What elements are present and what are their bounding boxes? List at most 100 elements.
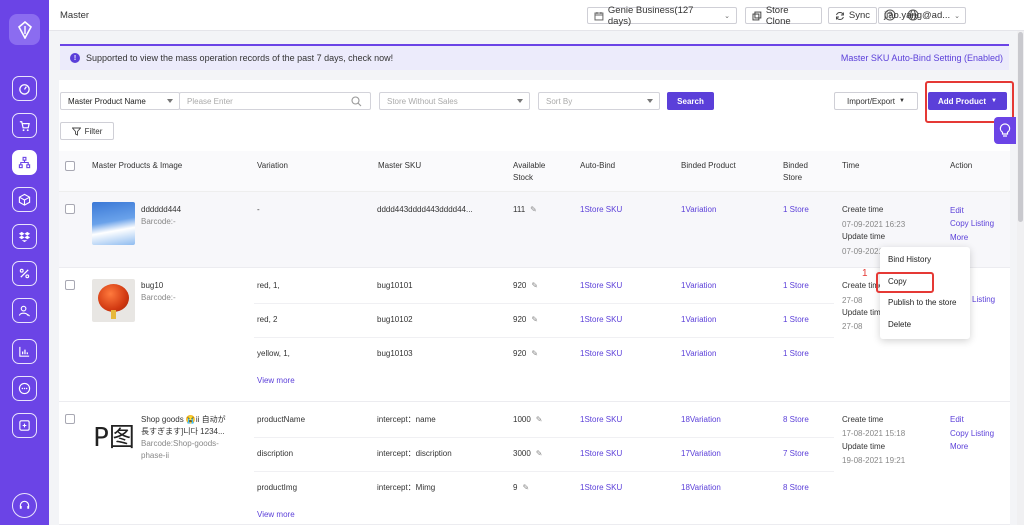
product-name-line2[interactable]: 長すぎます]니다 1234... [141, 427, 225, 436]
binded-store-link[interactable]: 7 Store [783, 449, 809, 458]
user-selector[interactable]: jiao.yang@ad... ⌄ [878, 7, 966, 24]
pencil-icon[interactable]: ✎ [530, 205, 537, 214]
autobind-link[interactable]: 1Store SKU [580, 415, 623, 424]
scrollbar-track[interactable] [1017, 31, 1024, 525]
update-time-value: 19-08-2021 19:21 [842, 456, 906, 465]
view-more-link[interactable]: View more [257, 510, 295, 519]
autobind-link[interactable]: 1Store SKU [580, 349, 623, 358]
users-icon[interactable] [12, 298, 37, 323]
row-checkbox[interactable] [65, 204, 75, 214]
more-link[interactable]: More [950, 442, 969, 451]
product-name[interactable]: dddddd444 [141, 205, 182, 214]
pencil-icon[interactable]: ✎ [535, 415, 543, 424]
chat-icon[interactable] [12, 376, 37, 401]
add-product-button[interactable]: Add Product ▼ [928, 92, 1007, 110]
bulb-icon[interactable] [994, 117, 1016, 144]
binded-product-link[interactable]: 1Variation [681, 281, 717, 290]
row-checkbox[interactable] [65, 280, 75, 290]
store-clone-button[interactable]: Store Clone [745, 5, 822, 27]
filter-label: Filter [84, 126, 103, 136]
binded-product-link[interactable]: 18Variation [681, 415, 721, 424]
logo-icon[interactable] [9, 14, 40, 45]
product-image[interactable]: P图 [93, 422, 135, 453]
menu-item-bind-history[interactable]: Bind History [888, 255, 932, 264]
select-all-checkbox[interactable] [65, 161, 75, 171]
import-export-label: Import/Export [847, 96, 896, 106]
dropbox-icon[interactable] [12, 224, 37, 249]
sku-text: intercept：name [377, 415, 436, 424]
copy-listing-link[interactable]: Copy Listing [950, 429, 995, 438]
search-input[interactable]: Please Enter [179, 92, 371, 110]
network-icon[interactable] [12, 150, 37, 175]
auto-bind-setting-link[interactable]: Master SKU Auto-Bind Setting (Enabled) [840, 53, 1003, 63]
percent-icon[interactable] [12, 261, 37, 286]
binded-store-link[interactable]: 8 Store [783, 483, 809, 492]
cart-icon[interactable] [12, 113, 37, 138]
caret-down-icon [647, 99, 653, 103]
product-name[interactable]: bug10 [141, 281, 164, 290]
globe-icon[interactable] [907, 9, 919, 21]
update-time-label: Update time [842, 442, 886, 451]
header-time: Time [842, 161, 860, 170]
view-more-link[interactable]: View more [257, 376, 295, 385]
pencil-icon[interactable]: ✎ [531, 315, 539, 324]
copy-listing-link[interactable]: Listing [972, 295, 996, 304]
search-field-select[interactable]: Master Product Name [60, 92, 180, 110]
binded-product-link[interactable]: 1Variation [681, 315, 717, 324]
product-image[interactable] [92, 202, 135, 245]
binded-store-link[interactable]: 1 Store [783, 315, 809, 324]
scrollbar-thumb[interactable] [1018, 32, 1023, 222]
header-product: Master Products & Image [92, 161, 183, 170]
pencil-icon[interactable]: ✎ [531, 281, 539, 290]
sync-button[interactable]: Sync [828, 7, 877, 24]
box-icon[interactable] [12, 187, 37, 212]
sort-label: Sort By [546, 96, 573, 106]
product-name-line1[interactable]: Shop goods 😭ii 自动が [141, 415, 226, 424]
menu-item-delete[interactable]: Delete [888, 320, 912, 329]
binded-product-link[interactable]: 18Variation [681, 483, 721, 492]
binded-store-link[interactable]: 8 Store [783, 415, 809, 424]
autobind-link[interactable]: 1Store SKU [580, 449, 623, 458]
page-title: Master [60, 10, 90, 21]
autobind-link[interactable]: 1Store SKU [580, 281, 623, 290]
more-link[interactable]: More [950, 233, 969, 242]
caret-down-icon [517, 99, 523, 103]
sort-select[interactable]: Sort By [538, 92, 660, 110]
update-time-label: Update time [842, 308, 886, 317]
shop-selector[interactable]: Genie Business(127 days) ⌄ [587, 5, 737, 27]
edit-link[interactable]: Edit [950, 415, 964, 424]
binded-product-link[interactable]: 1Variation [681, 349, 717, 358]
chart-icon[interactable] [12, 339, 37, 364]
pencil-icon[interactable]: ✎ [522, 483, 530, 492]
binded-store-link[interactable]: 1 Store [783, 205, 809, 214]
filter-button[interactable]: Filter [60, 122, 114, 140]
table-row [59, 402, 1010, 525]
stock-value: 920 [513, 349, 527, 358]
help-icon[interactable] [884, 9, 896, 21]
binded-store-link[interactable]: 1 Store [783, 349, 809, 358]
autobind-link[interactable]: 1Store SKU [580, 315, 623, 324]
import-export-button[interactable]: Import/Export ▼ [834, 92, 918, 110]
edit-link[interactable]: Edit [950, 206, 964, 215]
support-icon[interactable] [12, 493, 37, 518]
product-image[interactable] [92, 279, 135, 322]
row-checkbox[interactable] [65, 414, 75, 424]
binded-product-link[interactable]: 1Variation [681, 205, 717, 214]
pencil-icon[interactable]: ✎ [531, 349, 539, 358]
search-button[interactable]: Search [667, 92, 714, 110]
sku-text: intercept：discription [377, 449, 452, 458]
export-icon[interactable] [12, 413, 37, 438]
pencil-icon[interactable]: ✎ [535, 449, 543, 458]
binded-product-link[interactable]: 17Variation [681, 449, 721, 458]
copy-listing-link[interactable]: Copy Listing [950, 219, 995, 228]
autobind-link[interactable]: 1Store SKU [580, 483, 623, 492]
dashboard-icon[interactable] [12, 76, 37, 101]
binded-store-link[interactable]: 1 Store [783, 281, 809, 290]
search-icon[interactable] [351, 96, 362, 107]
menu-item-copy[interactable]: Copy [888, 277, 907, 286]
notice-text[interactable]: Supported to view the mass operation rec… [86, 53, 394, 63]
menu-item-publish[interactable]: Publish to the store [888, 298, 957, 307]
variation-text: red, 2 [257, 315, 278, 324]
sales-filter-select[interactable]: Store Without Sales [379, 92, 530, 110]
autobind-link[interactable]: 1Store SKU [580, 205, 623, 214]
